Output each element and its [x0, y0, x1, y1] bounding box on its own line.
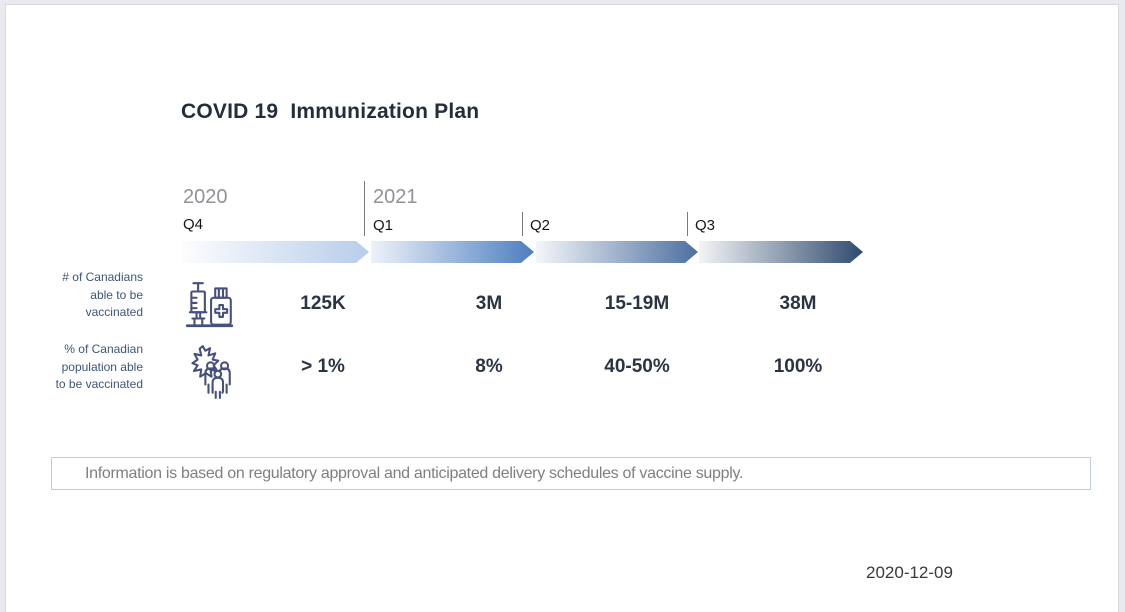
maple-leaf-people-icon — [181, 343, 237, 399]
row-label-line: able to be — [90, 287, 143, 302]
vaccine-syringe-vial-icon — [181, 277, 237, 333]
row-label-line: vaccinated — [85, 305, 143, 319]
row-label-canadians-count: # of Canadians able to be vaccinated — [11, 269, 143, 322]
timeline-arrow-q4 — [181, 241, 369, 263]
value-cell: 8% — [475, 356, 503, 377]
presentation-slide: COVID 19 Immunization Plan 2020 Q4 2021 … — [5, 4, 1119, 612]
year-label-2020: 2020 — [183, 186, 228, 208]
value-cell: 40-50% — [604, 356, 670, 377]
quarter-label-q2: Q2 — [530, 217, 551, 234]
quarter-divider-line — [522, 212, 523, 236]
year-divider-line — [364, 181, 365, 236]
timeline-arrow-q1 — [371, 241, 534, 263]
value-cell: 38M — [779, 293, 817, 314]
information-note-box: Information is based on regulatory appro… — [51, 457, 1091, 490]
row-label-population-percent: % of Canadian population able to be vacc… — [11, 341, 143, 394]
row-label-line: to be vaccinated — [55, 377, 143, 391]
row-label-line: population able — [61, 359, 143, 374]
quarter-label-q1: Q1 — [373, 217, 394, 234]
quarter-label-q3: Q3 — [695, 217, 716, 234]
value-cell: 15-19M — [604, 293, 670, 314]
slide-date: 2020-12-09 — [866, 563, 953, 582]
quarter-label-q4: Q4 — [183, 216, 204, 233]
information-note-text: Information is based on regulatory appro… — [85, 464, 744, 482]
timeline-arrow-q2 — [536, 241, 698, 263]
timeline-arrow-q3 — [699, 241, 863, 263]
row-label-line: # of Canadians — [62, 270, 143, 284]
value-cell: 125K — [300, 293, 346, 314]
value-cell: 100% — [773, 356, 823, 377]
value-cell: 3M — [475, 293, 503, 314]
value-cell: > 1% — [301, 356, 345, 377]
quarter-divider-line — [687, 212, 688, 236]
slide-title: COVID 19 Immunization Plan — [181, 100, 480, 123]
year-label-2021: 2021 — [373, 186, 418, 208]
row-label-line: % of Canadian — [64, 342, 143, 356]
